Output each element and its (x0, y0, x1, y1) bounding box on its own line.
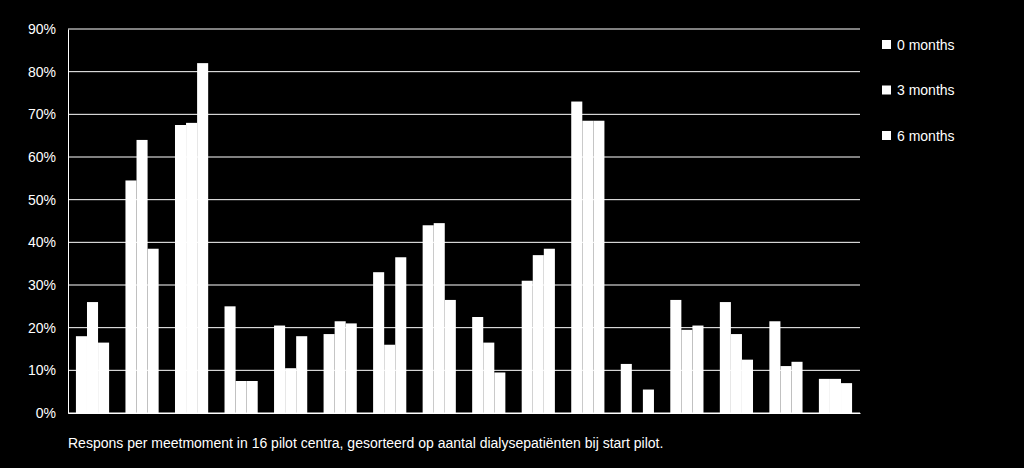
bar (670, 300, 681, 413)
bar (483, 343, 494, 413)
bar (373, 272, 384, 413)
bar (731, 334, 742, 413)
background (0, 0, 1024, 468)
y-tick: 20% (28, 320, 68, 336)
y-tick: 40% (28, 234, 68, 250)
y-tick: 30% (28, 277, 68, 293)
grid-line (68, 71, 860, 72)
bar (830, 379, 841, 413)
bar (434, 223, 445, 413)
bar (335, 321, 346, 413)
y-tick-label: 40% (28, 234, 56, 250)
y-tick-label: 10% (28, 362, 56, 378)
bar (87, 302, 98, 413)
bar (175, 125, 186, 413)
y-tick-label: 20% (28, 320, 56, 336)
bar (247, 381, 258, 413)
y-tick: 50% (28, 192, 68, 208)
grid (68, 29, 860, 413)
legend-item: 0 months (882, 37, 955, 53)
legend-swatch (882, 86, 891, 95)
bar (148, 249, 159, 413)
y-tick: 0% (36, 405, 68, 421)
y-tick: 70% (28, 106, 68, 122)
chart: 0% 10% 20% 30% 40% 50% 60% 70% 80% 90% 0 months 3 m… (0, 0, 1024, 468)
bars (76, 63, 852, 413)
legend-item: 3 months (882, 82, 955, 98)
legend-swatch (882, 40, 891, 49)
y-tick-label: 0% (36, 405, 56, 421)
bar (819, 379, 830, 413)
legend-label: 6 months (897, 128, 955, 144)
y-tick: 90% (28, 21, 68, 37)
bar (780, 366, 791, 413)
bar (544, 249, 555, 413)
grid-line (68, 114, 860, 115)
title: Respons per meetmoment in 16 pilot centr… (68, 435, 663, 451)
legend-swatch (882, 131, 891, 140)
bar (423, 225, 434, 413)
bar (791, 362, 802, 413)
bar (472, 317, 483, 413)
y-axis: 0% 10% 20% 30% 40% 50% 60% 70% 80% 90% (28, 21, 69, 421)
y-tick-label: 50% (28, 192, 56, 208)
grid-line (68, 29, 860, 30)
y-tick-label: 80% (28, 64, 56, 80)
bar (593, 121, 604, 413)
bar (125, 180, 136, 413)
legend-label: 0 months (897, 37, 955, 53)
bar (681, 330, 692, 413)
x-axis (69, 413, 861, 415)
bar (274, 326, 285, 413)
x-axis-line (69, 413, 861, 414)
bar (582, 121, 593, 413)
bar (296, 336, 307, 413)
bar (621, 364, 632, 413)
bar (395, 257, 406, 413)
bar (384, 345, 395, 413)
plot: 0% 10% 20% 30% 40% 50% 60% 70% 80% 90% (28, 21, 861, 421)
bar (236, 381, 247, 413)
y-tick-label: 60% (28, 149, 56, 165)
bar (720, 302, 731, 413)
y-tick: 10% (28, 362, 68, 378)
y-tick: 80% (28, 64, 68, 80)
y-tick-label: 90% (28, 21, 56, 37)
bar (522, 281, 533, 413)
bar (841, 383, 852, 413)
y-tick-label: 70% (28, 106, 56, 122)
bar (533, 255, 544, 413)
bar (285, 368, 296, 413)
bar (197, 63, 208, 413)
y-tick-label: 30% (28, 277, 56, 293)
bar (346, 323, 357, 413)
legend-item: 6 months (882, 128, 955, 144)
legend-label: 3 months (897, 82, 955, 98)
legend: 0 months 3 months 6 months (882, 37, 955, 144)
bar (692, 326, 703, 413)
bar (571, 102, 582, 413)
bar (632, 413, 643, 414)
bar (186, 123, 197, 413)
bar (445, 300, 456, 413)
bar (137, 140, 148, 413)
bar (225, 306, 236, 413)
bar (742, 360, 753, 413)
bar (324, 334, 335, 413)
y-axis-line (68, 30, 69, 414)
bar (769, 321, 780, 413)
bar (76, 336, 87, 413)
bar (494, 372, 505, 413)
bar (643, 390, 654, 413)
y-tick: 60% (28, 149, 68, 165)
bar (98, 343, 109, 413)
